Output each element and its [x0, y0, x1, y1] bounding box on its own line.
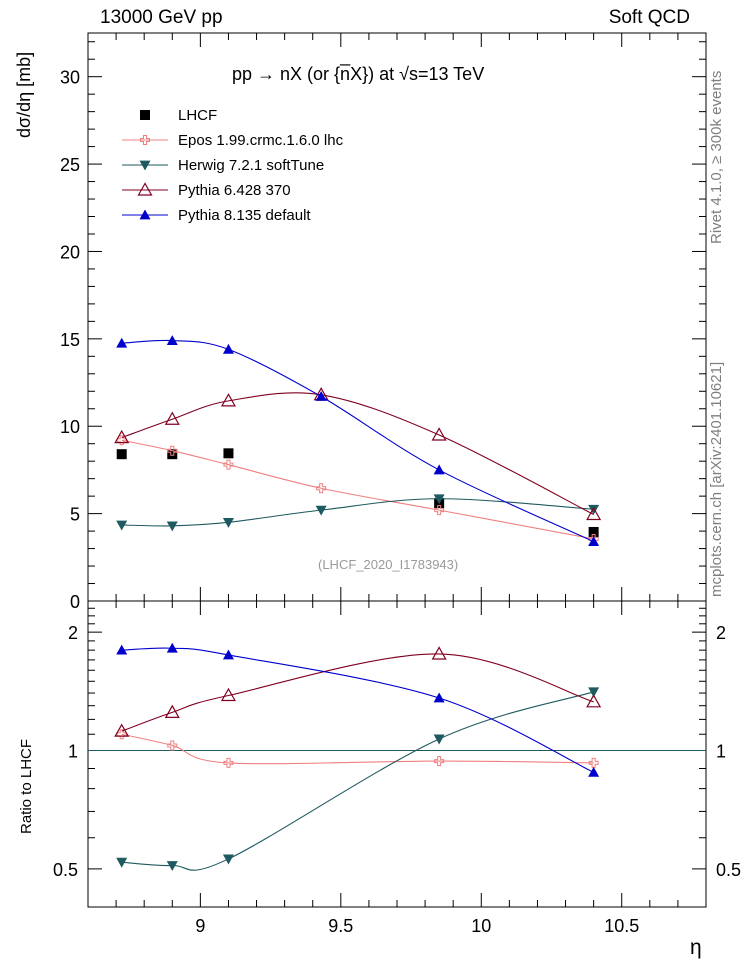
- x-axis-label: η: [690, 936, 702, 959]
- legend-marker-epos: [140, 135, 150, 145]
- data-point-lhcf: [167, 449, 178, 460]
- ratio-point-pythia8: [166, 642, 178, 653]
- rivet-label: Rivet 4.1.0, ≥ 300k events: [708, 70, 725, 244]
- data-point-pythia8: [116, 337, 128, 348]
- data-point-herwig: [166, 521, 178, 532]
- data-point-herwig: [116, 520, 128, 531]
- legend-marker-lhcf: [140, 110, 150, 120]
- data-point-herwig: [315, 505, 327, 516]
- data-line-pythia6: [121, 392, 594, 515]
- legend-item-pythia8: Pythia 8.135 default: [178, 204, 311, 226]
- data-point-pythia8: [315, 391, 327, 401]
- ratio-y-tick-label: 0.5: [53, 860, 78, 880]
- data-point-pythia6: [431, 427, 447, 441]
- legend-markers: [122, 110, 168, 220]
- ratio-y-tick-label: 1: [68, 742, 78, 762]
- ratio-y-tick-label-right: 0.5: [716, 860, 741, 880]
- ratio-panel-frame: [87, 600, 707, 908]
- y-tick-label: 5: [70, 505, 80, 525]
- ratio-point-pythia6: [164, 704, 180, 719]
- ratio-point-herwig: [433, 734, 445, 745]
- ratio-point-pythia8: [588, 766, 600, 777]
- data-point-pythia8: [588, 536, 600, 546]
- legend-label: Herwig 7.2.1 softTune: [178, 156, 325, 174]
- ratio-point-pythia8: [222, 649, 234, 660]
- ratio-point-epos: [588, 757, 599, 768]
- x-tick-label: 10: [471, 916, 491, 936]
- ratio-panel-ticks: 0.5 0.5 1 1 2 2 9 9.5 10 10.5: [53, 601, 741, 936]
- mcplots-label: mcplots.cern.ch [arXiv:2401.10621]: [708, 361, 725, 597]
- data-point-herwig: [222, 517, 234, 528]
- ratio-point-pythia8: [433, 692, 445, 703]
- ratio-point-pythia6: [586, 694, 602, 708]
- data-point-epos: [316, 483, 327, 494]
- data-point-pythia8: [222, 343, 234, 354]
- top-panel-ticks: 0 5 10 15 20 25 30: [60, 33, 707, 612]
- data-line-herwig: [121, 498, 594, 527]
- top-y-axis-label: dσ/dη [mb]: [14, 51, 34, 138]
- data-point-pythia6: [220, 393, 236, 407]
- y-tick-label: 10: [60, 417, 80, 437]
- ratio-point-epos: [223, 757, 234, 768]
- header-left: 13000 GeV pp: [100, 7, 223, 28]
- data-point-pythia6: [164, 411, 180, 425]
- ratio-point-pythia6: [220, 687, 236, 702]
- x-tick-label: 9.5: [328, 916, 353, 936]
- data-point-herwig: [433, 494, 445, 505]
- data-point-herwig: [588, 504, 600, 515]
- data-line-epos: [121, 439, 594, 540]
- legend-marker-pythia8: [139, 209, 151, 220]
- ratio-panel-series: [114, 642, 602, 872]
- ratio-point-herwig: [222, 854, 234, 865]
- legend-label: LHCF: [178, 106, 218, 124]
- y-tick-label: 30: [60, 68, 80, 88]
- ratio-line-herwig: [121, 691, 594, 871]
- legend-item-lhcf: LHCF: [178, 104, 217, 126]
- legend-item-epos: Epos 1.99.crmc.1.6.0 lhc: [178, 129, 343, 151]
- y-tick-label: 20: [60, 242, 80, 262]
- ratio-y-tick-label-right: 1: [716, 742, 726, 762]
- data-point-pythia6: [586, 506, 602, 521]
- ratio-point-pythia6: [431, 646, 447, 660]
- plot-title: pp → nX (or {n̅X}) at √s=13 TeV: [232, 64, 485, 84]
- y-tick-label: 25: [60, 155, 80, 175]
- legend-item-herwig: Herwig 7.2.1 softTune: [178, 154, 324, 176]
- ratio-point-epos: [434, 756, 445, 767]
- data-point-pythia6: [114, 429, 130, 444]
- legend-label: Epos 1.99.crmc.1.6.0 lhc: [178, 131, 344, 149]
- ratio-point-epos: [167, 740, 178, 751]
- legend-marker-herwig: [139, 160, 151, 171]
- legend-label: Pythia 6.428 370: [178, 181, 291, 199]
- x-tick-label: 9: [195, 916, 205, 936]
- data-point-epos: [223, 459, 234, 470]
- data-point-epos: [167, 445, 178, 456]
- ratio-point-herwig: [116, 857, 128, 868]
- data-point-lhcf: [223, 448, 234, 459]
- legend-marker-pythia6: [137, 182, 153, 196]
- ratio-point-herwig: [588, 687, 600, 698]
- data-point-lhcf: [116, 449, 127, 460]
- y-tick-label: 0: [70, 592, 80, 612]
- ratio-y-axis-label: Ratio to LHCF: [18, 738, 35, 834]
- ratio-y-tick-label: 2: [68, 623, 78, 643]
- ratio-point-pythia6: [114, 723, 130, 737]
- top-panel-series: [114, 335, 602, 546]
- data-point-lhcf: [588, 526, 599, 537]
- analysis-id: (LHCF_2020_I1783943): [318, 557, 459, 572]
- y-tick-label: 15: [60, 330, 80, 350]
- ratio-point-herwig: [166, 861, 178, 872]
- legend-item-pythia6: Pythia 6.428 370: [178, 179, 291, 201]
- data-point-pythia8: [166, 335, 178, 345]
- ratio-line-epos: [121, 733, 594, 765]
- header-right: Soft QCD: [608, 7, 690, 28]
- data-line-pythia8: [121, 339, 594, 543]
- ratio-point-pythia8: [116, 644, 128, 655]
- x-tick-label: 10.5: [604, 916, 639, 936]
- data-point-pythia8: [433, 464, 445, 475]
- data-point-epos: [434, 505, 445, 516]
- legend-label: Pythia 8.135 default: [178, 206, 311, 224]
- ratio-y-tick-label-right: 2: [716, 623, 726, 643]
- ratio-line-pythia6: [121, 653, 594, 732]
